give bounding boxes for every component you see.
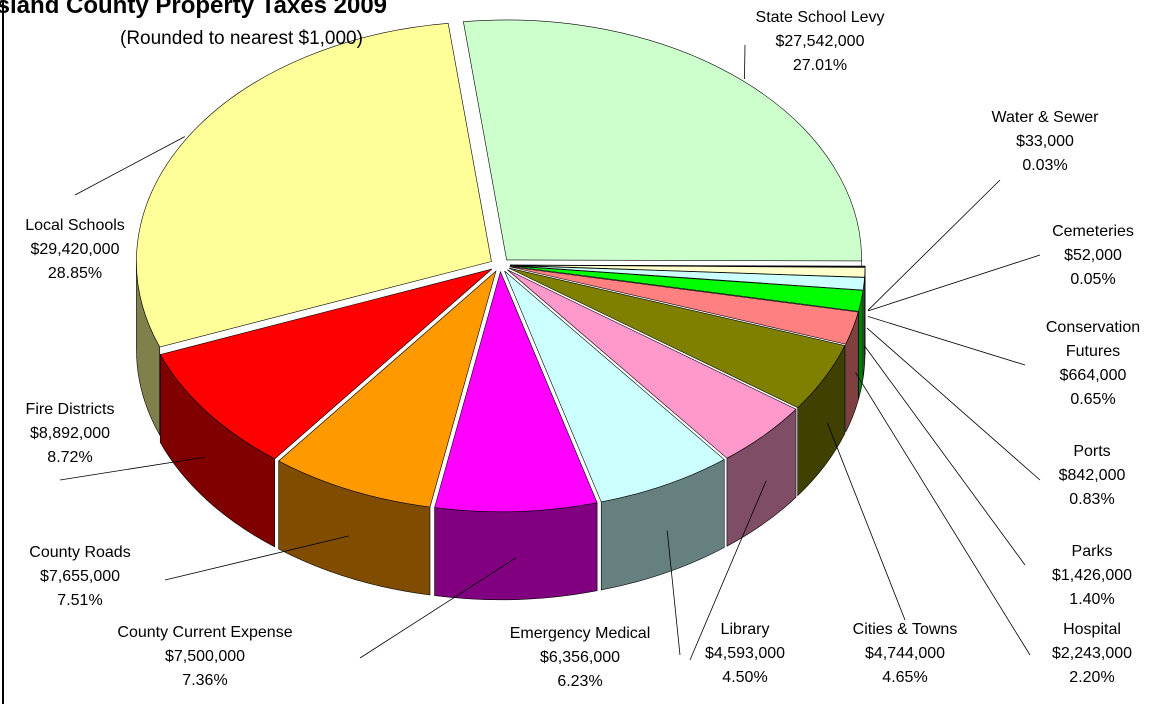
category-label: County Roads — [29, 544, 131, 561]
category-label: Local Schools — [25, 217, 125, 234]
value-label: 0.83% — [1069, 491, 1115, 508]
category-label: Cemeteries — [1052, 223, 1134, 240]
slice — [463, 19, 862, 262]
leader-line — [689, 480, 767, 661]
leader-line — [855, 372, 1031, 656]
category-label: Fire Districts — [25, 401, 115, 418]
value-label: 4.65% — [882, 669, 928, 686]
slice — [509, 264, 866, 278]
amount-label: $7,655,000 — [39, 568, 121, 585]
leader-line — [867, 254, 1041, 312]
value-label: 0.65% — [1070, 391, 1116, 408]
value-label: 7.51% — [57, 592, 103, 609]
slice-side — [434, 502, 598, 601]
slice-label: Water & Sewer $33,000 0.03% — [992, 106, 1099, 178]
slice-label: Fire Districts $8,892,000 8.72% — [26, 398, 115, 470]
leader-line — [359, 557, 517, 659]
leader-line — [666, 530, 681, 656]
slice-label: County Current Expense $7,500,000 7.36% — [117, 621, 292, 693]
leader-line — [867, 316, 1026, 366]
amount-label: $4,744,000 — [864, 645, 946, 662]
amount-label: $29,420,000 — [30, 241, 120, 258]
category-label: Cities & Towns — [852, 621, 958, 638]
leader-line — [164, 535, 350, 581]
amount-label: $33,000 — [1016, 133, 1074, 150]
slice — [509, 266, 859, 345]
amount-label: $27,542,000 — [775, 33, 865, 50]
slice-label: Emergency Medical $6,356,000 6.23% — [510, 622, 651, 694]
category-label: Water & Sewer — [991, 109, 1099, 126]
value-label: 27.01% — [792, 57, 848, 74]
value-label: 8.72% — [47, 449, 93, 466]
category-label: Hospital — [1063, 621, 1121, 638]
leader-lines — [59, 44, 1041, 661]
category-label: Library — [720, 621, 770, 638]
pie-tops — [136, 19, 866, 513]
amount-label: $8,892,000 — [29, 425, 111, 442]
slice-label: Ports $842,000 0.83% — [1059, 440, 1126, 512]
leader-line — [744, 44, 746, 80]
slice-label: County Roads $7,655,000 7.51% — [29, 541, 130, 613]
slice-label: Local Schools $29,420,000 28.85% — [25, 214, 125, 286]
category-label: County Current Expense — [117, 624, 293, 641]
slice-label: Hospital $2,243,000 2.20% — [1052, 618, 1132, 690]
slice-label: Cities & Towns $4,744,000 4.65% — [853, 618, 958, 690]
slice-label: Conservation Futures $664,000 0.65% — [1031, 316, 1156, 412]
chart-subtitle: (Rounded to nearest $1,000) — [120, 28, 363, 49]
category-label: Conservation Futures — [1045, 319, 1141, 360]
slice-label: Cemeteries $52,000 0.05% — [1052, 220, 1134, 292]
amount-label: $2,243,000 — [1051, 645, 1133, 662]
slice-label: Library $4,593,000 4.50% — [705, 618, 785, 690]
slice — [159, 268, 493, 460]
chart-title: Island County Property Taxes 2009 — [0, 0, 388, 19]
slice — [278, 270, 497, 508]
value-label: 28.85% — [47, 265, 103, 282]
slice — [509, 265, 865, 291]
amount-label: $4,593,000 — [704, 645, 786, 662]
leader-line — [826, 422, 906, 621]
value-label: 7.36% — [182, 672, 228, 689]
pie-sides — [136, 259, 866, 601]
leader-line — [866, 327, 1041, 481]
slice-label: State School Levy $27,542,000 27.01% — [756, 6, 885, 78]
slice — [509, 265, 864, 312]
leader-line — [59, 456, 205, 481]
amount-label: $842,000 — [1058, 467, 1126, 484]
category-label: Emergency Medical — [509, 625, 651, 642]
slice — [507, 269, 797, 459]
amount-label: $1,426,000 — [1051, 567, 1133, 584]
leader-line — [863, 345, 1026, 566]
amount-label: $6,356,000 — [539, 649, 621, 666]
category-label: Ports — [1073, 443, 1111, 460]
amount-label: $52,000 — [1064, 247, 1122, 264]
value-label: 6.23% — [557, 673, 603, 690]
slice — [136, 22, 492, 348]
category-label: Parks — [1071, 543, 1113, 560]
amount-label: $7,500,000 — [164, 648, 246, 665]
slice — [504, 270, 725, 503]
value-label: 0.03% — [1022, 157, 1068, 174]
slice-label: Parks $1,426,000 1.40% — [1052, 540, 1132, 612]
value-label: 2.20% — [1069, 669, 1115, 686]
category-label: State School Levy — [755, 9, 885, 26]
leader-line — [867, 179, 1001, 311]
value-label: 4.50% — [722, 669, 768, 686]
value-label: 1.40% — [1069, 591, 1115, 608]
value-label: 0.05% — [1070, 271, 1116, 288]
amount-label: $664,000 — [1059, 367, 1127, 384]
slice — [508, 267, 846, 409]
slice — [434, 270, 598, 513]
leader-line — [74, 136, 185, 196]
